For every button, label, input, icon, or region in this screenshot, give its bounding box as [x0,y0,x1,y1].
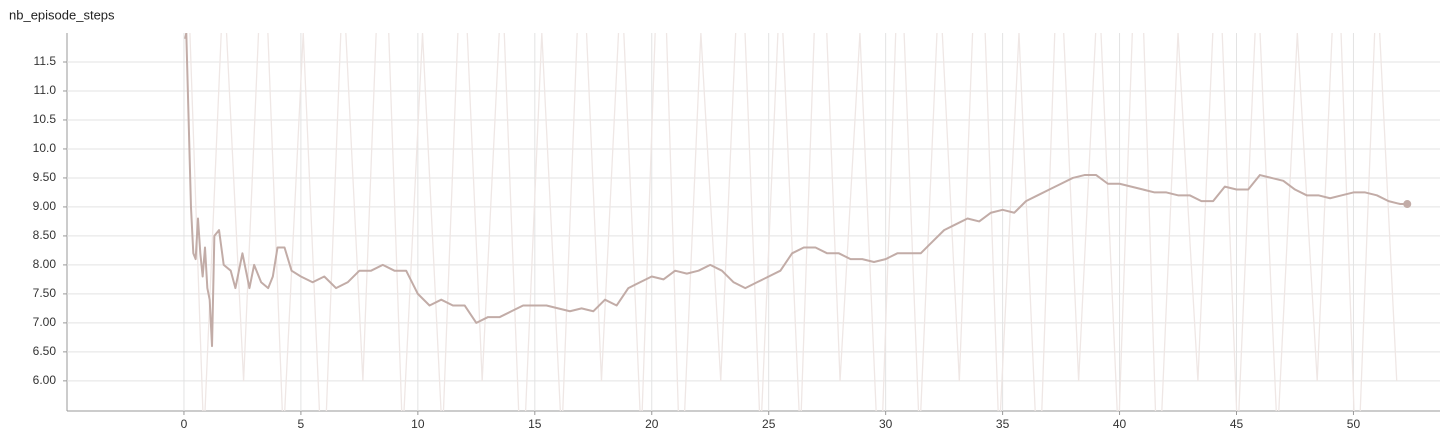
y-tick-label: 8.50 [33,228,57,242]
y-tick-label: 6.00 [33,373,57,387]
grid [63,33,1440,415]
x-tick-label: 15 [528,417,542,431]
end-marker [1403,200,1412,209]
y-tick-label: 10.0 [33,141,57,155]
x-tick-label: 30 [879,417,893,431]
y-tick-label: 11.0 [34,83,57,97]
y-tick-label: 7.00 [33,315,57,329]
y-tick-label: 9.00 [33,199,57,213]
series-line [189,33,1398,411]
y-tick-label: 8.00 [33,257,57,271]
x-tick-label: 40 [1113,417,1127,431]
y-tick-label: 11.5 [34,54,57,68]
y-tick-label: 9.50 [33,170,57,184]
y-tick-label: 6.50 [33,344,57,358]
y-tick-label: 10.5 [33,112,57,126]
plot-area [184,33,1412,411]
x-tick-label: 35 [996,417,1010,431]
x-tick-label: 45 [1230,417,1244,431]
chart-title: nb_episode_steps [9,7,115,22]
x-tick-label: 5 [298,417,305,431]
series-line [184,33,1408,348]
x-tick-label: 10 [411,417,425,431]
x-tick-label: 25 [762,417,776,431]
y-tick-label: 7.50 [33,286,57,300]
x-tick-label: 20 [645,417,659,431]
x-tick-label: 0 [181,417,188,431]
x-tick-label: 50 [1347,417,1361,431]
